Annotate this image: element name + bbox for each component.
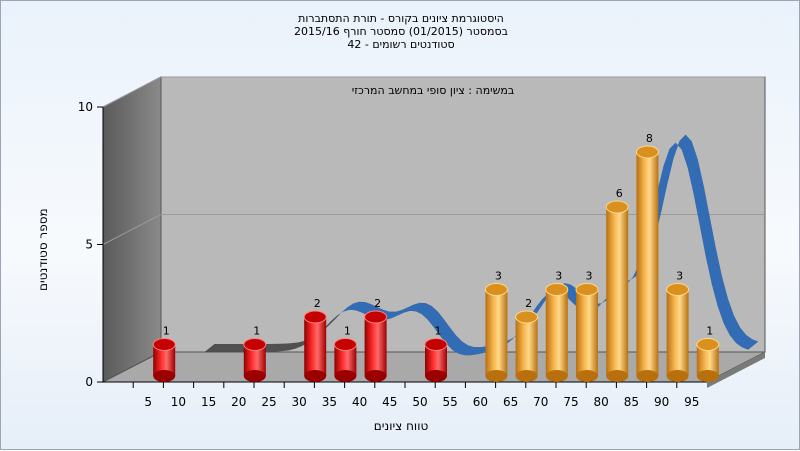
bar-base	[243, 370, 266, 382]
x-tick-label: 90	[654, 395, 669, 409]
bar-top	[424, 338, 448, 351]
x-tick-label: 35	[322, 395, 337, 409]
bar	[515, 317, 538, 376]
bar-top	[696, 338, 720, 351]
bar-value-label: 1	[253, 325, 260, 338]
bar-value-label: 2	[525, 297, 532, 310]
bar-value-label: 3	[676, 270, 683, 283]
bar	[636, 152, 659, 376]
bar-base	[545, 370, 568, 382]
x-tick-label: 5	[144, 395, 152, 409]
bar-top	[605, 200, 629, 214]
floor-edge	[707, 352, 765, 388]
x-tick-label: 80	[594, 395, 609, 409]
bar	[606, 207, 629, 376]
x-tick-label: 60	[473, 395, 488, 409]
bar	[576, 289, 598, 376]
bar-base	[636, 370, 659, 382]
bar-base	[576, 370, 598, 382]
bar-top	[575, 283, 599, 296]
bar-top	[333, 338, 357, 351]
y-tick-label: 5	[85, 238, 93, 252]
bar-top	[243, 338, 267, 351]
bar-top	[484, 283, 508, 296]
bar-top	[364, 310, 388, 324]
x-tick-label: 65	[503, 395, 518, 409]
bar-value-label: 8	[646, 132, 653, 145]
bar-value-label: 2	[374, 297, 381, 310]
bar-top	[545, 283, 569, 296]
y-tick-label: 0	[85, 375, 93, 389]
bar-value-label: 3	[555, 270, 562, 283]
y-axis-label: מספר סטודנטים	[36, 208, 50, 291]
x-tick-label: 40	[352, 395, 367, 409]
bar-base	[304, 370, 327, 382]
x-tick-label: 30	[292, 395, 307, 409]
bar-value-label: 1	[706, 325, 713, 338]
x-tick-label: 15	[201, 395, 216, 409]
x-tick-label: 55	[443, 395, 458, 409]
bar-top	[303, 310, 327, 324]
chart-title-line-1: היסטוגרמת ציונים בקורס - תורת התסתברות	[298, 12, 504, 25]
y-tick-label: 10	[78, 100, 93, 114]
bar-value-label: 2	[314, 297, 321, 310]
x-tick-label: 20	[231, 395, 246, 409]
bar	[304, 317, 327, 376]
bar	[334, 344, 357, 376]
bar-top	[666, 283, 690, 296]
bar-base	[364, 370, 387, 382]
x-tick-label: 45	[382, 395, 397, 409]
chart-title-line-3: סטודנטים רשומים - 42	[347, 38, 455, 51]
x-tick-label: 50	[412, 395, 427, 409]
bar	[243, 344, 266, 376]
bar-value-label: 3	[495, 270, 502, 283]
x-tick-label: 70	[533, 395, 548, 409]
chart-title-line-2: בסמסטר (01/2015) סמסטר חורף 2015/16	[294, 25, 508, 38]
x-tick-label: 85	[624, 395, 639, 409]
bar-value-label: 3	[586, 270, 593, 283]
bar-base	[334, 370, 357, 382]
bar-value-label: 6	[616, 187, 623, 200]
bar-base	[485, 370, 508, 382]
bar	[545, 289, 568, 376]
bar-top	[515, 310, 539, 324]
grid-line-wall	[102, 76, 162, 108]
bar	[696, 344, 719, 376]
bar	[364, 317, 387, 376]
x-tick-label: 25	[261, 395, 276, 409]
bar	[425, 344, 447, 376]
bar-base	[153, 370, 176, 382]
bar	[666, 289, 689, 376]
bar	[485, 289, 508, 376]
bar-base	[515, 370, 538, 382]
bar-value-label: 1	[163, 325, 170, 338]
x-tick-label: 10	[171, 395, 186, 409]
bar-top	[152, 338, 176, 351]
bar	[153, 344, 176, 376]
bar-base	[606, 370, 629, 382]
chart-annotation: במשימה : ציון סופי במחשב המרכזי	[352, 84, 515, 97]
bar-base	[666, 370, 689, 382]
x-tick-label: 75	[563, 395, 578, 409]
bar-top	[635, 145, 659, 159]
bar-base	[696, 370, 719, 382]
x-tick-label: 95	[684, 395, 699, 409]
bar-value-label: 1	[435, 325, 442, 338]
bar-value-label: 1	[344, 325, 351, 338]
grid-line-wall	[102, 214, 162, 245]
x-axis-label: טווח ציונים	[373, 419, 429, 433]
bar-base	[425, 370, 447, 382]
